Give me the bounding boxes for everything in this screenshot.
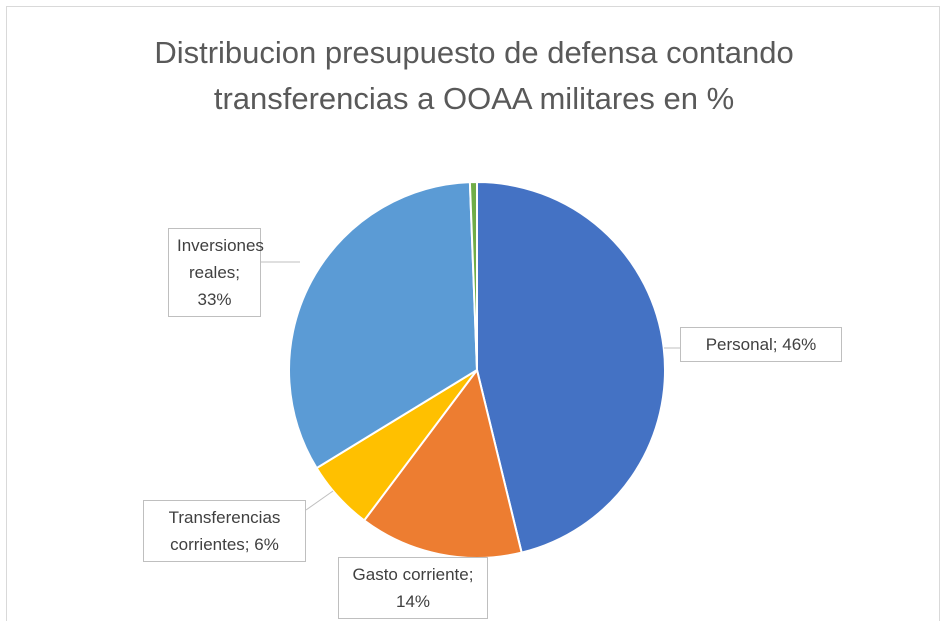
pie-slice bbox=[476, 180, 666, 554]
chart-title: Distribucion presupuesto de defensa cont… bbox=[154, 35, 794, 116]
pie-slice bbox=[362, 367, 523, 559]
pie-slice bbox=[288, 181, 479, 470]
data-label: Personal; 46% bbox=[680, 327, 842, 362]
data-label: Transferencias corrientes; 6% bbox=[143, 500, 306, 562]
data-label: Inversiones reales; 33% bbox=[168, 228, 264, 317]
pie-slice bbox=[468, 180, 478, 371]
chart-frame bbox=[6, 6, 940, 621]
leader-line bbox=[305, 490, 334, 511]
data-label: Gasto corriente; 14% bbox=[338, 557, 488, 619]
